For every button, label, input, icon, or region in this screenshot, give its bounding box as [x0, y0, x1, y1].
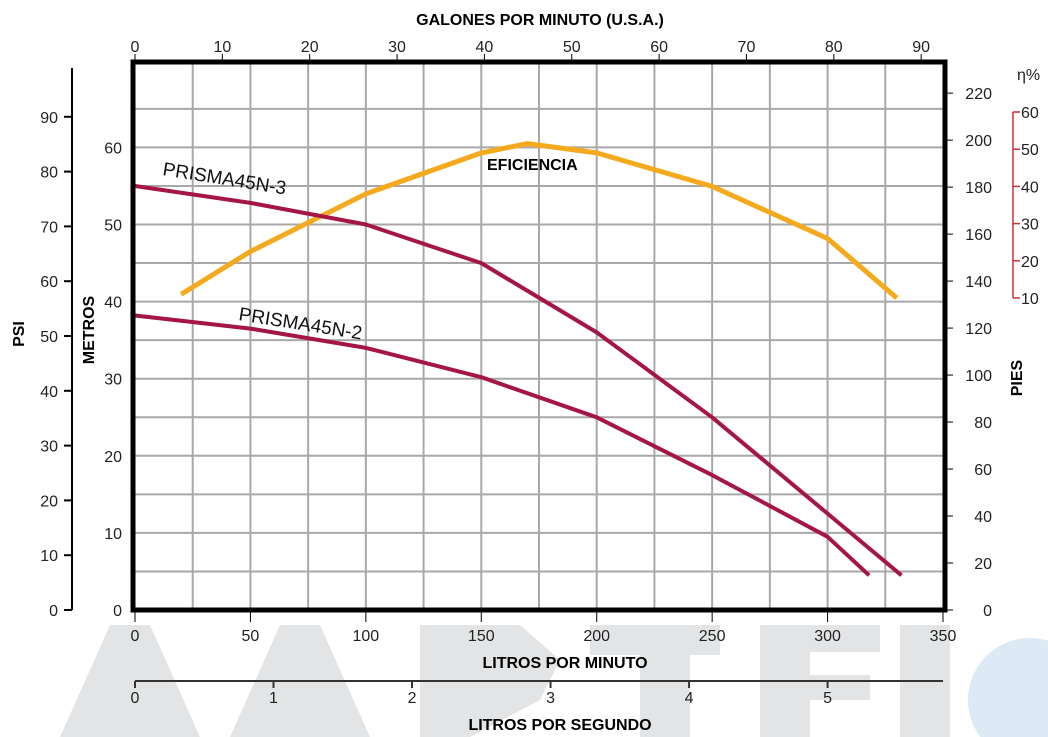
series-curve-1	[134, 313, 871, 577]
tick-label-bottom: 150	[468, 628, 495, 645]
tick-label-top: 60	[650, 39, 668, 56]
tick-label-eta: 30	[1021, 217, 1039, 234]
tick-label-top: 50	[563, 39, 581, 56]
tick-label-top: 40	[476, 39, 494, 56]
tick-label-pies: 180	[965, 180, 992, 197]
tick-label-psi: 60	[40, 274, 58, 291]
axes-layer	[64, 54, 1020, 688]
plot-frame	[130, 59, 948, 613]
tick-label-psi: 0	[49, 603, 58, 620]
tick-label-pies: 0	[983, 603, 992, 620]
tick-label-pies: 120	[965, 321, 992, 338]
axis-title-psi: PSI	[11, 321, 28, 347]
watermark-emblem	[968, 638, 1048, 737]
tick-label-metros: 30	[104, 372, 122, 389]
tick-label-pies: 100	[965, 368, 992, 385]
series-curve-0	[134, 184, 903, 577]
tick-label-bottom: 50	[242, 628, 260, 645]
tick-label-lps: 3	[546, 690, 555, 707]
tick-label-psi: 90	[40, 110, 58, 127]
axis-title-pies: PIES	[1009, 359, 1026, 396]
tick-label-pies: 140	[965, 274, 992, 291]
tick-label-pies: 160	[965, 227, 992, 244]
tick-label-pies: 220	[965, 86, 992, 103]
tick-label-metros: 50	[104, 218, 122, 235]
tick-label-lps: 5	[823, 690, 832, 707]
tick-label-pies: 60	[974, 462, 992, 479]
tick-label-pies: 40	[974, 509, 992, 526]
tick-label-metros: 40	[104, 295, 122, 312]
gridlines	[135, 62, 943, 610]
tick-label-top: 30	[388, 39, 406, 56]
tick-label-metros: 60	[104, 140, 122, 157]
tick-label-bottom: 350	[930, 628, 957, 645]
tick-label-eta: 10	[1021, 291, 1039, 308]
tick-label-eta: 60	[1021, 105, 1039, 122]
curves-layer	[134, 141, 903, 577]
tick-label-top: 0	[131, 39, 140, 56]
tick-label-psi: 10	[40, 548, 58, 565]
efficiency-label: EFICIENCIA	[487, 157, 578, 174]
tick-label-pies: 20	[974, 556, 992, 573]
tick-label-bottom: 0	[131, 628, 140, 645]
tick-label-top: 70	[738, 39, 756, 56]
tick-label-bottom: 250	[699, 628, 726, 645]
tick-label-bottom: 100	[353, 628, 380, 645]
tick-label-top: 90	[912, 39, 930, 56]
axis-title-lps: LITROS POR SEGUNDO	[468, 717, 651, 734]
watermark-letter	[60, 625, 200, 737]
tick-label-bottom: 200	[583, 628, 610, 645]
tick-label-psi: 30	[40, 439, 58, 456]
tick-label-metros: 0	[113, 603, 122, 620]
tick-label-bottom: 300	[814, 628, 841, 645]
axis-title-eta: η%	[1017, 67, 1040, 84]
tick-label-psi: 80	[40, 165, 58, 182]
tick-label-pies: 80	[974, 415, 992, 432]
tick-label-metros: 10	[104, 526, 122, 543]
tick-label-eta: 40	[1021, 179, 1039, 196]
tick-label-eta: 20	[1021, 254, 1039, 271]
tick-label-lps: 2	[408, 690, 417, 707]
tick-label-top: 80	[825, 39, 843, 56]
tick-label-lps: 0	[131, 690, 140, 707]
tick-label-metros: 20	[104, 449, 122, 466]
axis-title-metros: METROS	[81, 295, 98, 364]
efficiency-curve	[179, 141, 899, 300]
tick-label-top: 10	[213, 39, 231, 56]
tick-label-eta: 50	[1021, 142, 1039, 159]
tick-label-lps: 4	[685, 690, 694, 707]
tick-label-top: 20	[301, 39, 319, 56]
tick-label-psi: 70	[40, 219, 58, 236]
tick-label-psi: 20	[40, 493, 58, 510]
tick-label-lps: 1	[269, 690, 278, 707]
tick-label-pies: 200	[965, 133, 992, 150]
axis-title-bottom: LITROS POR MINUTO	[482, 655, 647, 672]
tick-label-psi: 40	[40, 384, 58, 401]
axis-title-top: GALONES POR MINUTO (U.S.A.)	[416, 12, 664, 29]
tick-label-psi: 50	[40, 329, 58, 346]
